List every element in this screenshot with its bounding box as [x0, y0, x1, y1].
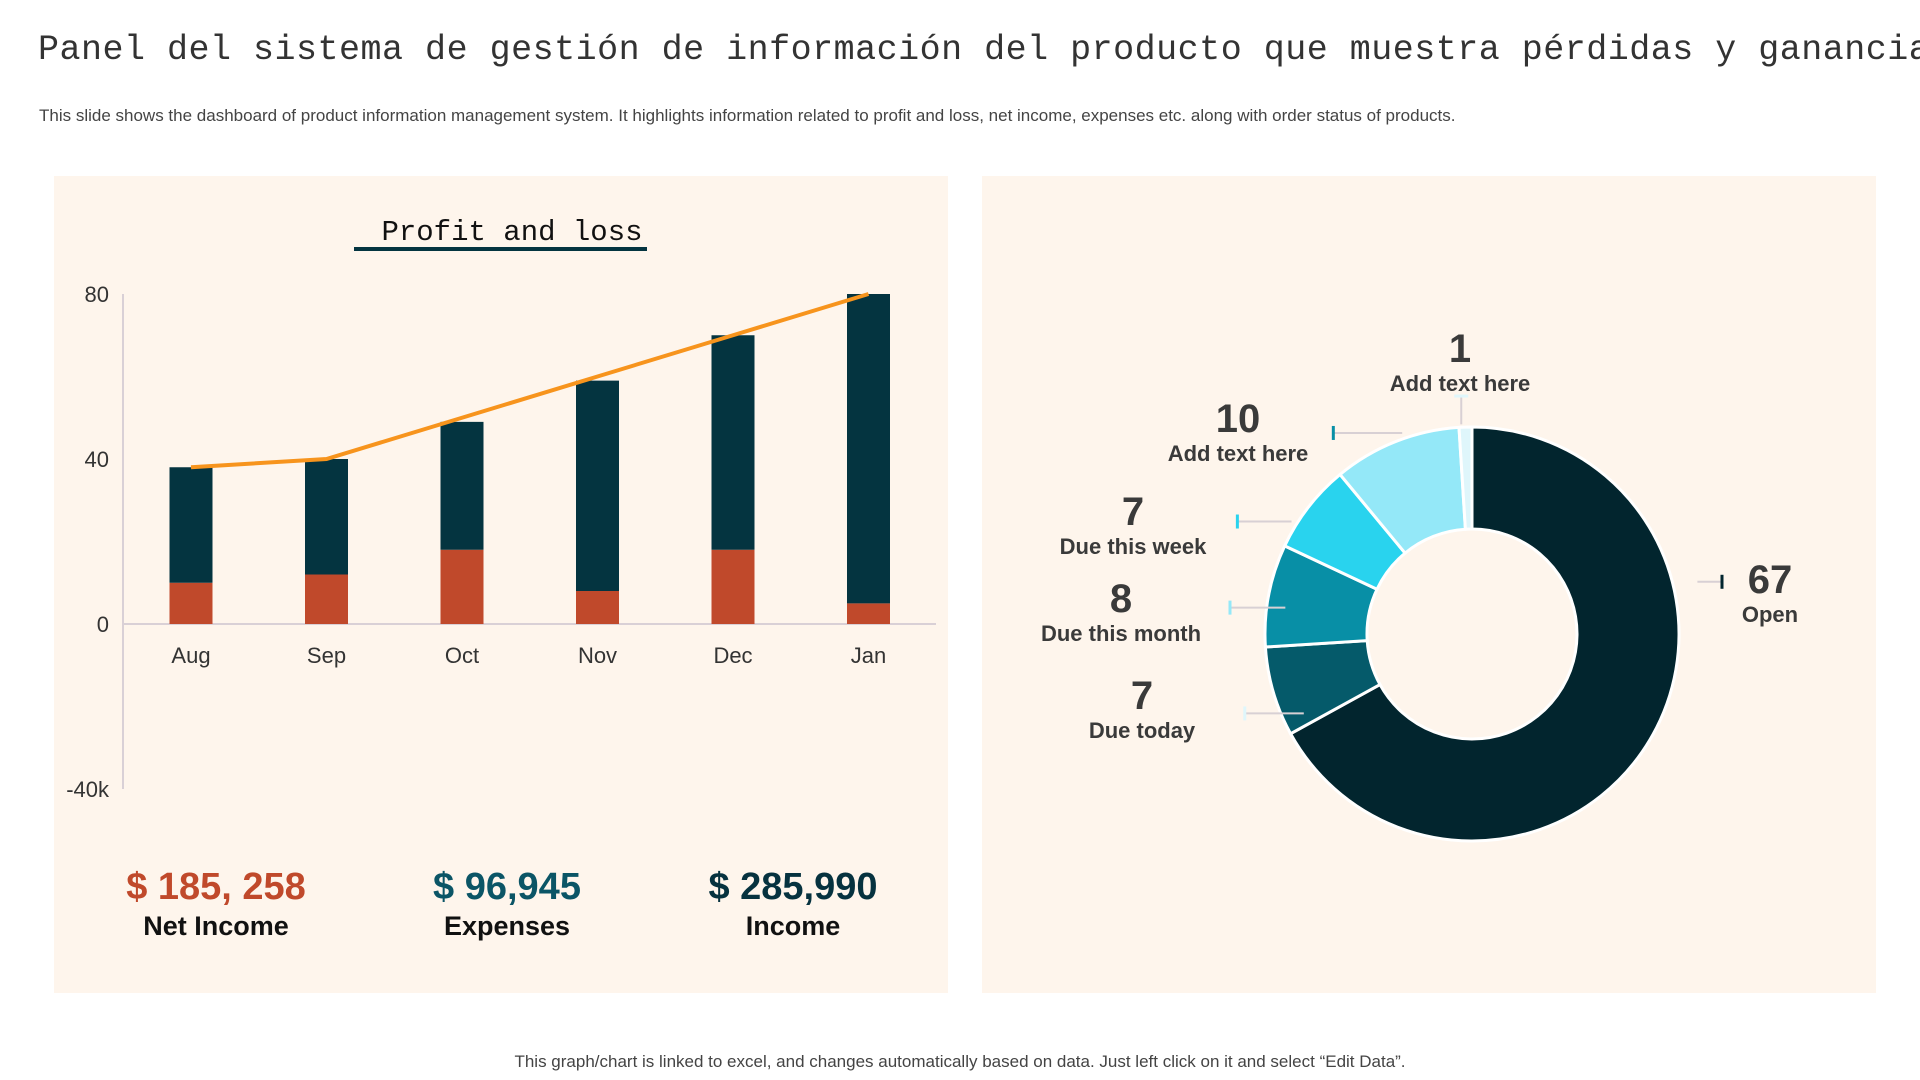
page-subtitle: This slide shows the dashboard of produc… [39, 106, 1456, 125]
slice-label: Due this week [1059, 534, 1207, 559]
bar-segment-red[interactable] [305, 574, 348, 625]
x-tick-label: Sep [307, 643, 346, 668]
slice-label: Add text here [1389, 371, 1531, 396]
net-income-stat: $ 185, 258 Net Income [66, 866, 366, 942]
bar-segment-red[interactable] [576, 591, 619, 624]
slice-label: Add text here [1167, 441, 1309, 466]
bar-segment-dark[interactable] [305, 459, 348, 575]
stat-label: Net Income [143, 911, 289, 941]
stat-value: $ 96,945 [433, 866, 581, 908]
slice-value: 67 [1747, 558, 1793, 602]
chart-title-underline [354, 247, 647, 251]
slice-value: 1 [1448, 327, 1472, 371]
donut-data-label: 10 Add text here [1168, 397, 1309, 467]
donut-data-label: 7 Due today [1089, 674, 1195, 744]
bar-segment-dark[interactable] [440, 421, 484, 550]
bar-segment-dark[interactable] [711, 335, 755, 550]
slice-label: Due today [1088, 718, 1196, 743]
y-tick-label: 80 [85, 282, 109, 307]
x-tick-label: Nov [578, 643, 617, 668]
donut-data-label: 8 Due this month [1041, 577, 1201, 647]
bar-segment-dark[interactable] [847, 294, 890, 604]
slice-value: 10 [1215, 397, 1261, 441]
order-status-donut[interactable] [982, 176, 1876, 993]
profit-loss-chart[interactable]: Profit and loss 80 40 0 -40k Aug Sep Oct Nov Dec… [54, 176, 948, 993]
expenses-stat: $ 96,945 Expenses [357, 866, 657, 942]
slice-value: 7 [1130, 674, 1154, 718]
slice-label: Due this month [1040, 621, 1202, 646]
slice-value: 8 [1109, 577, 1133, 621]
stat-label: Expenses [443, 911, 571, 941]
bar-segment-red[interactable] [440, 549, 484, 624]
profit-loss-panel: Profit and loss 80 40 0 -40k Aug Sep Oct Nov Dec… [54, 176, 948, 993]
donut-data-label: 67 Open [1742, 558, 1798, 628]
y-tick-label: 40 [85, 447, 109, 472]
stat-value: $ 285,990 [708, 866, 878, 908]
donut-data-label: 1 Add text here [1390, 327, 1531, 397]
donut-slice[interactable] [1457, 425, 1474, 531]
y-tick-label: -40k [66, 777, 110, 802]
bar-segment-red[interactable] [711, 549, 755, 624]
x-tick-label: Oct [445, 643, 479, 668]
chart-title: Profit and loss [381, 216, 642, 249]
bar-segment-dark[interactable] [169, 467, 213, 583]
donut-slice[interactable] [1288, 425, 1681, 843]
order-status-panel: 67 Open 7 Due today 8 Due this month 7 Due this… [982, 176, 1876, 993]
slice-value: 7 [1121, 490, 1145, 534]
footer-note: This graph/chart is linked to excel, and… [514, 1052, 1406, 1071]
bar-segment-dark[interactable] [576, 380, 619, 591]
trend-line[interactable] [190, 292, 870, 470]
page-title: Panel del sistema de gestión de informac… [38, 30, 1920, 70]
stat-value: $ 185, 258 [126, 866, 306, 908]
x-tick-label: Aug [171, 643, 210, 668]
x-tick-label: Dec [713, 643, 752, 668]
income-stat: $ 285,990 Income [643, 866, 943, 942]
x-tick-label: Jan [851, 643, 886, 668]
y-tick-label: 0 [97, 612, 109, 637]
stat-label: Income [745, 911, 841, 941]
slice-label: Open [1741, 602, 1799, 627]
donut-data-label: 7 Due this week [1060, 490, 1207, 560]
bar-segment-red[interactable] [847, 603, 890, 624]
bar-segment-red[interactable] [169, 582, 213, 624]
